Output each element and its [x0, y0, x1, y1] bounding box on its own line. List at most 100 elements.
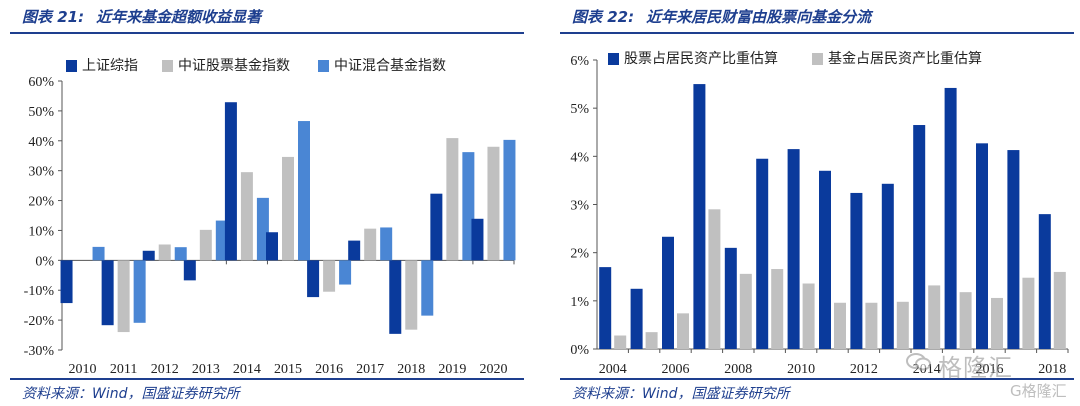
left-bar-2013-s0	[183, 260, 196, 281]
right-bar-2018-s1	[1053, 271, 1066, 349]
left-bar-2014-s0	[224, 102, 237, 261]
right-bar-2012-s1	[865, 302, 878, 349]
left-bar-2015-s2	[298, 121, 310, 261]
right-legend-swatch-1	[812, 53, 823, 65]
left-source-rule	[10, 378, 524, 380]
left-y-tick-label: 0%	[35, 254, 54, 269]
left-legend-item-1: 中证股票基金指数	[162, 57, 290, 74]
right-y-tick-label: 0%	[570, 343, 589, 358]
left-bar-2013-s1	[199, 229, 212, 261]
left-bar-2019-s2	[462, 152, 475, 261]
left-bar-2019-s0	[430, 193, 443, 261]
left-legend-swatch-1	[162, 60, 173, 72]
right-legend-item-1: 基金占居民资产比重估算	[812, 50, 982, 67]
left-x-tick-label: 2011	[110, 362, 137, 377]
watermark-logo-text: G格隆汇	[1010, 382, 1067, 400]
left-x-tick-label: 2018	[397, 362, 425, 377]
right-bar-2004-s0	[599, 267, 612, 349]
left-bar-2016-s2	[339, 260, 352, 285]
right-bar-2008-s1	[739, 273, 752, 349]
right-bar-2007-s1	[708, 209, 721, 349]
left-bar-2018-s1	[405, 260, 418, 330]
right-chart-title: 图表 22: 近年来居民财富由股票向基金分流	[572, 6, 871, 27]
left-figure-label: 图表 21:	[22, 8, 85, 26]
left-bar-2019-s1	[446, 138, 459, 261]
right-bar-2018-s0	[1038, 214, 1051, 349]
left-bar-2013-s2	[215, 220, 228, 261]
right-x-tick-label: 2006	[662, 362, 690, 377]
right-source-rule	[560, 378, 1074, 380]
left-bar-2017-s0	[348, 240, 361, 261]
left-bar-2020-s0	[471, 218, 484, 261]
left-legend-swatch-0	[66, 60, 77, 72]
wechat-icon	[906, 353, 931, 371]
right-x-tick-label: 2008	[724, 362, 752, 377]
right-bar-2007-s0	[693, 84, 706, 349]
right-bar-2015-s0	[944, 87, 957, 349]
left-bar-2010-s2	[92, 246, 105, 261]
right-bar-chart: 股票占居民资产比重估算 基金占居民资产比重估算 6% 5% 4% 3% 2% 1% 0% 2004…	[570, 50, 1069, 377]
left-y-tick-label: -10%	[24, 284, 55, 299]
right-x-tick-label: 2012	[850, 362, 878, 377]
left-bar-2015-s0	[266, 232, 278, 261]
right-y-tick-label: 2%	[570, 247, 589, 262]
left-y-tick-label: 50%	[28, 105, 54, 120]
left-bar-2018-s0	[389, 260, 402, 334]
right-bar-2005-s1	[645, 332, 658, 349]
watermark: 格隆汇 G格隆汇	[898, 342, 1080, 406]
right-legend-swatch-0	[608, 53, 619, 65]
right-bar-2008-s0	[724, 247, 737, 349]
right-title-rule	[560, 32, 1074, 34]
right-bar-2014-s0	[913, 125, 926, 350]
left-bar-2017-s1	[364, 228, 377, 261]
left-bar-chart: 上证综指 中证股票基金指数 中证混合基金指数 60% 50% 40% 30% 20% 10% 0%…	[24, 57, 516, 377]
left-x-tick-label: 2020	[479, 362, 507, 377]
right-bar-2013-s0	[881, 183, 894, 349]
right-legend-label-1: 基金占居民资产比重估算	[828, 50, 982, 67]
left-legend-label-2: 中证混合基金指数	[334, 57, 446, 74]
right-bar-2010-s0	[787, 149, 800, 349]
right-bar-2005-s0	[630, 288, 643, 349]
left-bar-2011-s0	[101, 260, 114, 326]
right-chart-panel: 图表 22: 近年来居民财富由股票向基金分流 股票占居民资产比重估算 基金占居民资产…	[550, 0, 1080, 406]
left-bar-2014-s1	[240, 172, 253, 261]
left-figure-title: 近年来基金超额收益显著	[96, 8, 262, 26]
right-x-tick-label: 2018	[1038, 362, 1066, 377]
right-bar-2006-s0	[662, 236, 674, 349]
right-bar-2009-s1	[771, 269, 784, 349]
left-bar-2020-s1	[487, 146, 500, 261]
right-bar-2013-s1	[896, 301, 909, 349]
left-y-tick-label: 60%	[28, 75, 54, 90]
left-y-tick-label: 10%	[28, 224, 54, 239]
left-bar-2011-s2	[133, 260, 146, 323]
left-y-tick-label: -30%	[24, 344, 55, 359]
left-legend-item-2: 中证混合基金指数	[318, 57, 446, 74]
right-bar-2017-s0	[1007, 150, 1020, 349]
right-bar-2006-s1	[677, 313, 689, 349]
right-figure-title: 近年来居民财富由股票向基金分流	[646, 8, 872, 26]
left-x-tick-label: 2014	[233, 362, 261, 377]
left-bar-2012-s1	[158, 244, 171, 261]
left-chart-title: 图表 21: 近年来基金超额收益显著	[22, 6, 261, 27]
left-y-tick-label: 20%	[28, 195, 54, 210]
left-bar-2014-s2	[256, 197, 269, 261]
right-bar-2014-s1	[928, 285, 941, 349]
left-source-note: 资料来源：Wind，国盛证券研究所	[22, 386, 240, 402]
left-bar-2011-s1	[117, 260, 130, 333]
right-figure-label: 图表 22:	[572, 8, 635, 26]
left-bar-2010-s0	[60, 260, 73, 304]
right-x-tick-label: 2016	[976, 362, 1004, 377]
left-x-tick-label: 2013	[192, 362, 220, 377]
right-source-note: 资料来源：Wind，国盛证券研究所	[572, 386, 790, 402]
left-x-tick-label: 2017	[356, 362, 384, 377]
left-legend-label-0: 上证综指	[82, 58, 138, 74]
left-bar-2012-s2	[174, 247, 187, 261]
watermark-text: 格隆汇	[938, 354, 1013, 382]
right-y-tick-label: 5%	[570, 102, 589, 117]
right-bar-2009-s0	[756, 158, 769, 349]
left-legend-item-0: 上证综指	[66, 58, 138, 74]
right-bar-2016-s1	[991, 297, 1003, 349]
left-y-tick-label: -20%	[24, 314, 55, 329]
right-x-tick-label: 2010	[787, 362, 815, 377]
left-x-tick-label: 2019	[438, 362, 466, 377]
